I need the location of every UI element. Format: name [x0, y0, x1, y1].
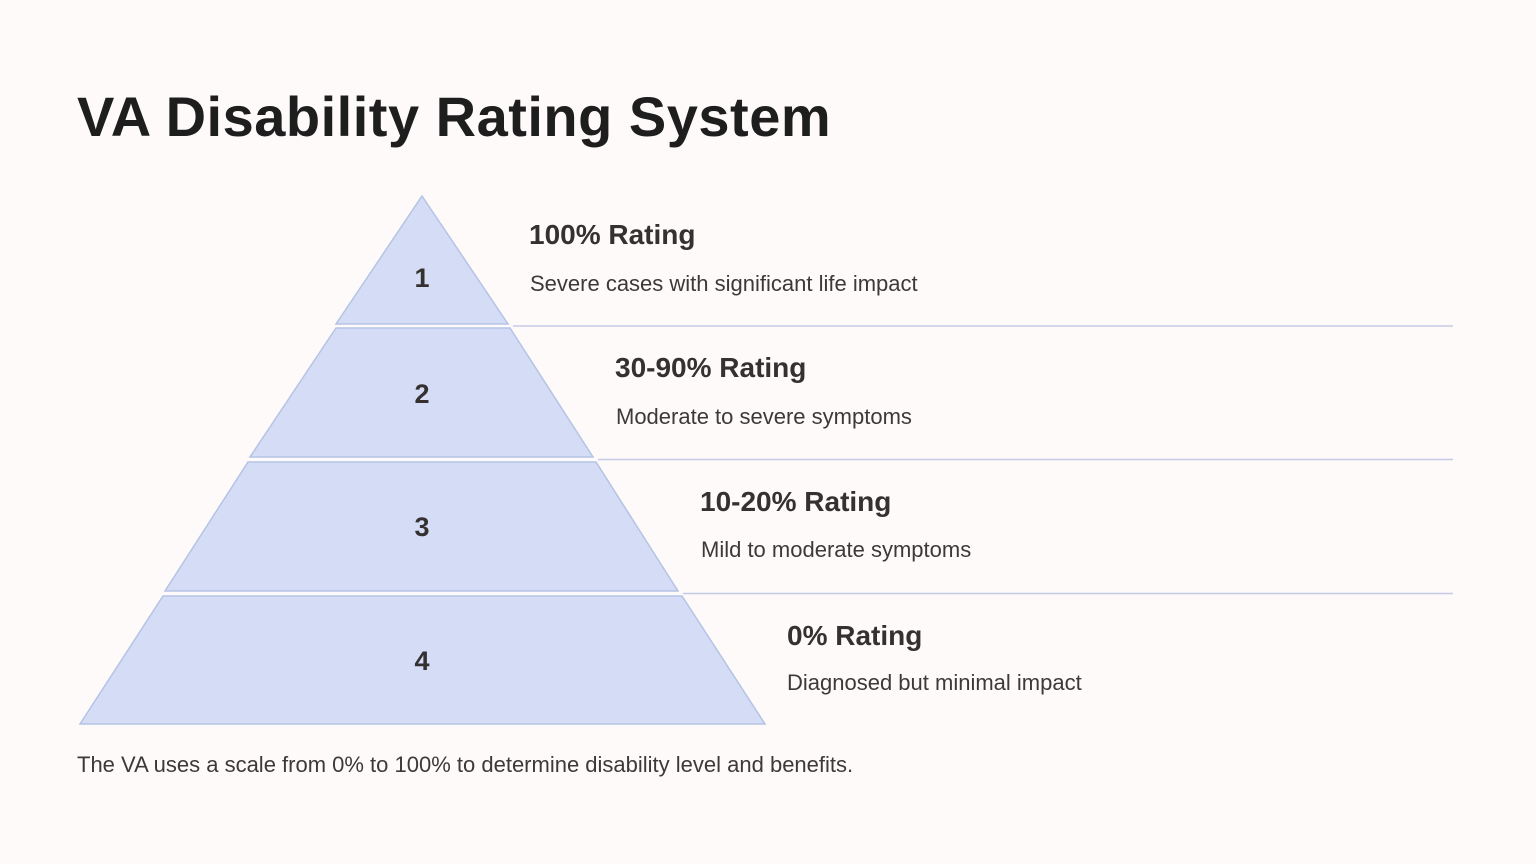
- tier-number-1: 1: [414, 263, 429, 293]
- tier-number-4: 4: [414, 646, 429, 676]
- pyramid-tier-1: [334, 194, 510, 325]
- footer-note: The VA uses a scale from 0% to 100% to d…: [77, 752, 854, 777]
- tier-number-3: 3: [414, 512, 429, 542]
- tier-heading-3: 10-20% Rating: [700, 486, 892, 517]
- pyramid-tier-4: [78, 595, 767, 725]
- page-title: VA Disability Rating System: [77, 85, 832, 148]
- tier-description-4: Diagnosed but minimal impact: [787, 670, 1082, 695]
- tier-heading-4: 0% Rating: [787, 620, 923, 651]
- tier-number-2: 2: [414, 379, 429, 409]
- tier-heading-1: 100% Rating: [529, 219, 696, 250]
- tier-description-3: Mild to moderate symptoms: [701, 537, 972, 562]
- pyramid-tier-2: [248, 327, 595, 458]
- pyramid-tier-3: [163, 461, 680, 592]
- tier-description-1: Severe cases with significant life impac…: [530, 271, 918, 296]
- tier-description-2: Moderate to severe symptoms: [616, 404, 912, 429]
- tier-heading-2: 30-90% Rating: [615, 352, 807, 383]
